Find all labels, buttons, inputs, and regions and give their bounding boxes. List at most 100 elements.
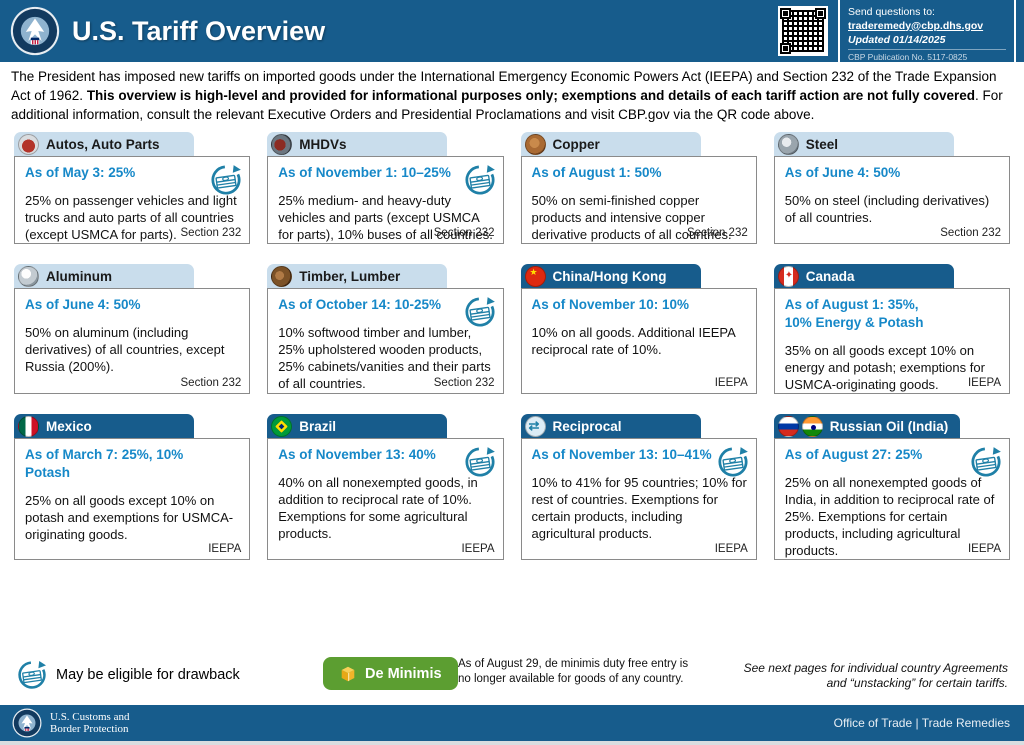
page-title: U.S. Tariff Overview (72, 15, 326, 46)
bottom-strip (0, 741, 1024, 745)
card-tab: Aluminum (14, 264, 194, 289)
card-description: 25% medium- and heavy-duty vehicles and … (278, 193, 493, 242)
card-title: Copper (552, 137, 600, 152)
drawback-icon (463, 163, 497, 197)
card-description: 50% on semi-finished copper products and… (531, 193, 732, 242)
card-authority: IEEPA (967, 377, 1001, 389)
card-description: 10% to 41% for 95 countries; 10% for res… (531, 475, 747, 541)
card-description: 50% on aluminum (including derivatives) … (25, 325, 225, 374)
india-flag-icon (801, 416, 823, 437)
drawback-icon (969, 445, 1003, 479)
card-description: 25% on all goods except 10% on potash an… (25, 493, 234, 542)
card-china-hong-kong: China/Hong Kong As of November 10: 10% 1… (520, 264, 757, 394)
card-canada: Canada As of August 1: 35%, 10% Energy &… (773, 264, 1010, 394)
card-authority: IEEPA (714, 377, 748, 389)
card-description: 35% on all goods except 10% on energy an… (784, 343, 985, 392)
timber-icon (271, 266, 293, 287)
card-tab-icons (777, 266, 799, 287)
card-tab: Canada (773, 264, 954, 289)
card-body: As of March 7: 25%, 10% Potash 25% on al… (14, 438, 251, 560)
reciprocal-globe-icon (524, 416, 546, 437)
intro-paragraph: The President has imposed new tariffs on… (11, 67, 1013, 124)
intro-part2: . For additional information, consult th… (11, 88, 1003, 122)
card-tab-icons (18, 266, 39, 287)
next-pages-note: See next pages for individual country Ag… (743, 661, 1008, 690)
card-title: China/Hong Kong (552, 269, 667, 284)
card-headline: As of November 13: 10–41% (531, 447, 712, 462)
card-title: Reciprocal (552, 419, 622, 434)
card-aluminum: Aluminum As of June 4: 50% 50% on alumin… (14, 264, 251, 394)
aluminum-icon (18, 266, 39, 287)
car-icon (18, 134, 39, 155)
canada-flag-icon (777, 266, 799, 287)
card-tab-icons (777, 416, 823, 437)
agency-line1: U.S. Customs and (50, 710, 130, 723)
package-icon (339, 665, 357, 683)
de-minimis-badge: De Minimis (323, 657, 458, 690)
publication-number: CBP Publication No. 5117-0825 (848, 48, 1006, 62)
card-tab: China/Hong Kong (520, 264, 701, 289)
intro-part1: The President has imposed new tariffs on… (11, 69, 997, 103)
card-body: As of November 13: 10–41% 10% to 41% for… (520, 438, 757, 560)
card-tab-icons (18, 134, 39, 155)
card-title: Brazil (299, 419, 337, 434)
updated-date: Updated 01/14/2025 (848, 33, 946, 46)
card-tab-icons (524, 134, 546, 155)
qr-code-icon (778, 6, 828, 56)
card-autos-auto-parts: Autos, Auto Parts As of May 3: 25% 25% o… (14, 132, 251, 244)
card-headline: As of November 1: 10–25% (278, 165, 451, 180)
card-body: As of August 27: 25% 25% on all nonexemp… (773, 438, 1010, 560)
de-minimis-note: As of August 29, de minimis duty free en… (458, 658, 689, 685)
cbp-seal-icon (12, 708, 42, 738)
drawback-icon (209, 163, 243, 197)
card-headline: As of November 10: 10% (531, 297, 690, 312)
card-tab: Timber, Lumber (267, 264, 448, 289)
card-authority: Section 232 (433, 227, 495, 239)
card-headline: As of November 13: 40% (278, 447, 436, 462)
legend-row: May be eligible for drawback De Minimis … (0, 655, 1024, 701)
card-body: As of October 14: 10-25% 10% softwood ti… (267, 288, 504, 394)
drawback-icon (463, 295, 497, 329)
card-tab: Copper (520, 132, 701, 157)
drawback-legend-label: May be eligible for drawback (56, 667, 240, 683)
card-body: As of November 1: 10–25% 25% medium- and… (267, 156, 504, 244)
card-body: As of August 1: 35%, 10% Energy & Potash… (773, 288, 1010, 394)
card-russian-oil-india: Russian Oil (India) As of August 27: 25%… (773, 414, 1010, 560)
card-tab-icons (271, 416, 293, 437)
contact-email-link[interactable]: traderemedy@cbp.dhs.gov (848, 19, 984, 32)
card-authority: Section 232 (940, 227, 1001, 239)
card-mexico: Mexico As of March 7: 25%, 10% Potash 25… (14, 414, 251, 560)
drawback-icon (716, 445, 750, 479)
contact-box: Send questions to: traderemedy@cbp.dhs.g… (838, 0, 1016, 66)
card-authority: IEEPA (714, 543, 748, 555)
card-description: 40% on all nonexempted goods, in additio… (278, 475, 478, 541)
card-tab: Steel (773, 132, 954, 157)
card-authority: IEEPA (967, 543, 1001, 555)
agency-line2: Border Protection (50, 723, 129, 735)
copper-icon (524, 134, 546, 155)
card-headline: As of June 4: 50% (25, 297, 141, 312)
card-tab-icons (524, 416, 546, 437)
card-reciprocal: Reciprocal As of November 13: 10–41% 10%… (520, 414, 757, 560)
card-authority: Section 232 (180, 227, 242, 239)
card-body: As of June 4: 50% 50% on steel (includin… (773, 156, 1010, 244)
card-tab: Autos, Auto Parts (14, 132, 194, 157)
card-tab: MHDVs (267, 132, 448, 157)
mexico-flag-icon (18, 416, 39, 437)
card-title: Russian Oil (India) (829, 419, 949, 434)
china-flag-icon (524, 266, 546, 287)
card-steel: Steel As of June 4: 50% 50% on steel (in… (773, 132, 1010, 244)
card-tab-icons (524, 266, 546, 287)
card-headline: As of May 3: 25% (25, 165, 136, 180)
russia-flag-icon (777, 416, 799, 437)
card-body: As of May 3: 25% 25% on passenger vehicl… (14, 156, 251, 244)
card-tab: Russian Oil (India) (773, 414, 961, 439)
de-minimis-label: De Minimis (365, 665, 442, 682)
card-headline: As of August 1: 35%, 10% Energy & Potash (784, 297, 924, 330)
office-of-trade-label: Office of Trade | Trade Remedies (833, 716, 1010, 730)
drawback-legend: May be eligible for drawback (16, 659, 240, 691)
agency-name: U.S. Customs and Border Protection (50, 711, 834, 736)
card-body: As of November 13: 40% 40% on all nonexe… (267, 438, 504, 560)
card-body: As of November 10: 10% 10% on all goods.… (520, 288, 757, 394)
